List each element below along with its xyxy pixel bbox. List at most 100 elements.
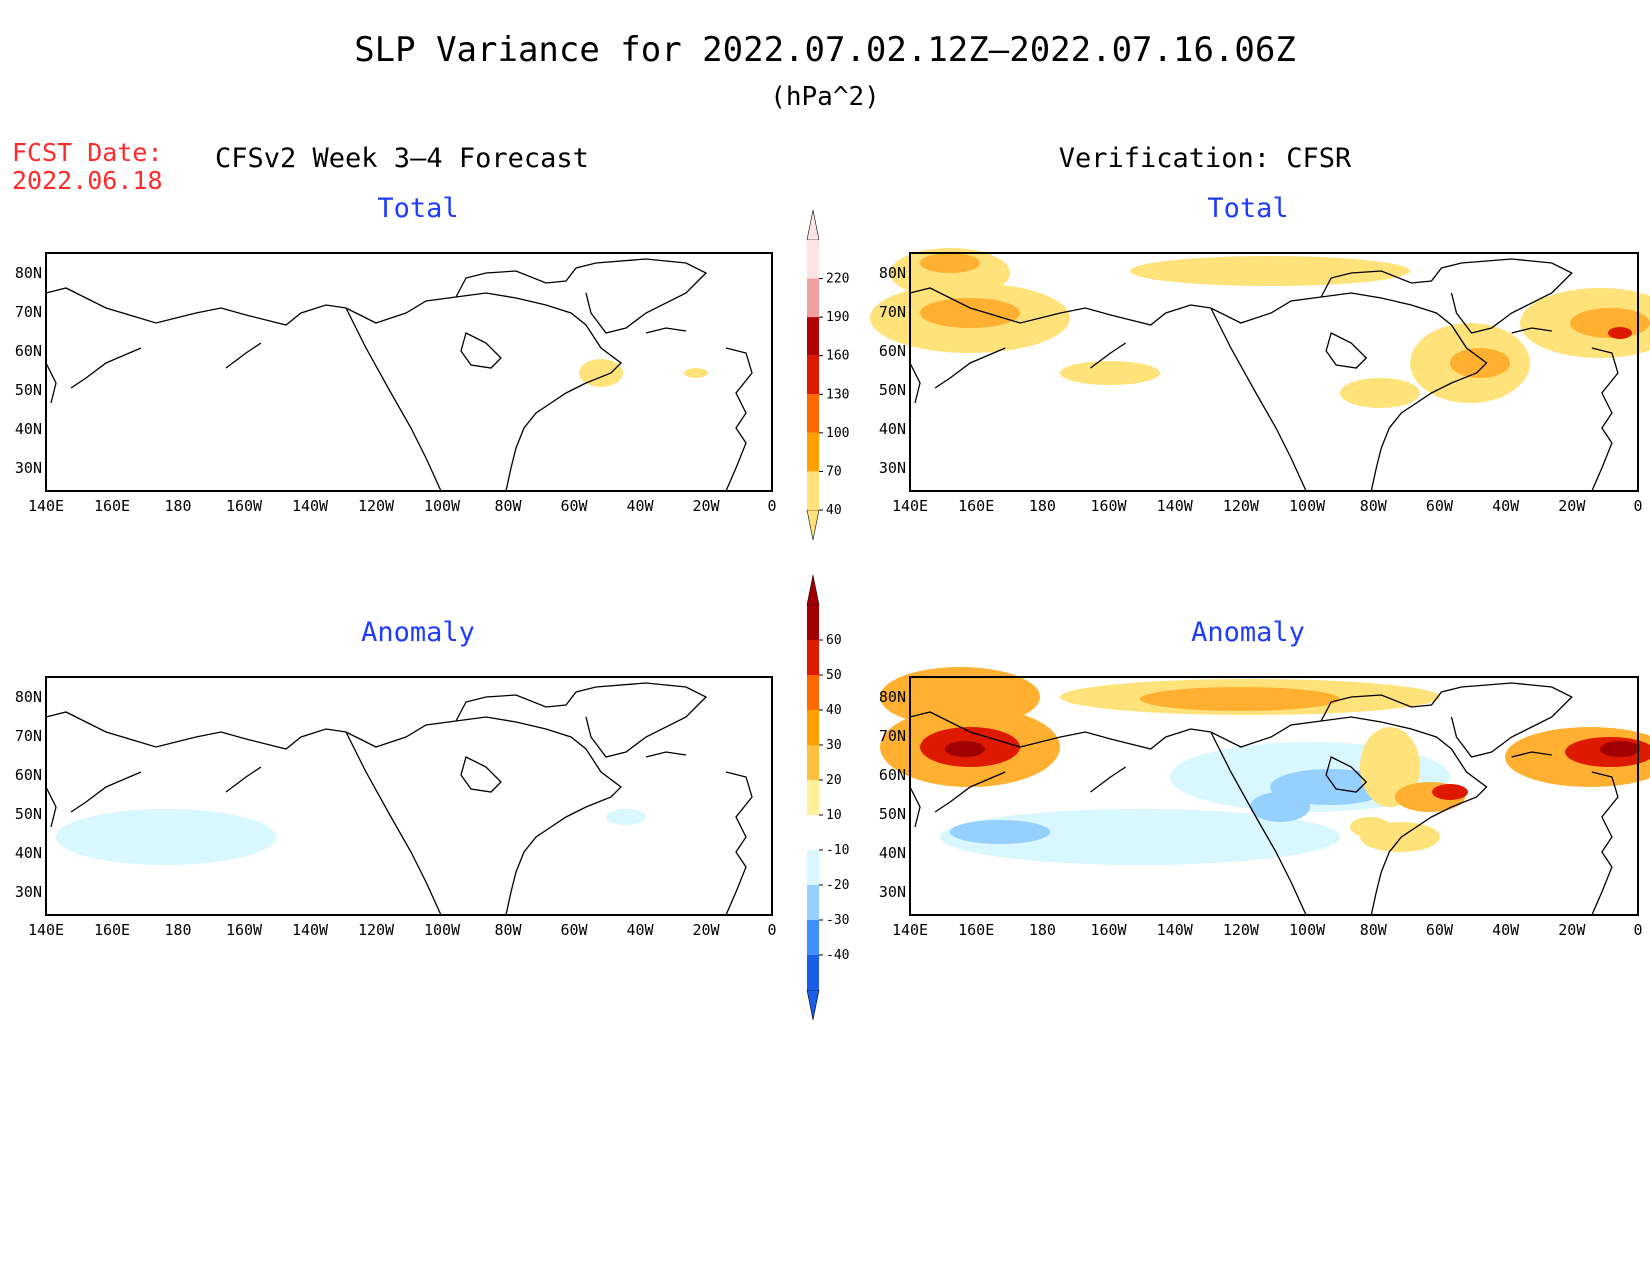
fcst-date-value: 2022.06.18 — [12, 166, 163, 195]
coastline — [1320, 682, 1573, 758]
map-frame — [45, 252, 773, 492]
forecast-header: CFSv2 Week 3–4 Forecast — [215, 143, 589, 174]
coastline — [225, 766, 262, 793]
lon-label: 140E — [27, 497, 65, 515]
lon-label: 100W — [1289, 921, 1326, 939]
lon-label: 0 — [1633, 497, 1643, 515]
lat-label: 80N — [14, 688, 42, 706]
lon-label: 120W — [357, 921, 395, 939]
lon-label: 40W — [626, 497, 654, 515]
panel-title-verification-total: Total — [1207, 193, 1289, 224]
lon-label: 160E — [93, 497, 131, 515]
contour-fill — [1608, 327, 1632, 339]
map-frame — [909, 676, 1639, 916]
lon-label: 160W — [1090, 497, 1127, 515]
map-frame — [909, 252, 1639, 492]
colorbar-swatch — [807, 710, 819, 745]
lat-label: 40N — [14, 420, 42, 438]
coastline — [909, 786, 921, 828]
lon-label: 60W — [560, 497, 588, 515]
colorbar-swatch — [807, 240, 819, 279]
lat-label: 70N — [878, 303, 906, 321]
lat-label: 30N — [878, 883, 906, 901]
colorbar-label: 100 — [826, 426, 849, 441]
coastline — [225, 342, 262, 369]
lon-label: 180 — [164, 497, 192, 515]
lon-label: 60W — [1425, 921, 1453, 939]
map-svg — [880, 667, 1650, 916]
coastline — [909, 711, 1488, 916]
colorbar-label: 20 — [826, 773, 842, 788]
lon-label: 160W — [225, 921, 263, 939]
lon-label: 20W — [692, 497, 720, 515]
lon-label: 180 — [164, 921, 192, 939]
coastline — [460, 756, 502, 793]
lon-label: 40W — [626, 921, 654, 939]
colorbar-swatch — [807, 355, 819, 395]
colorbar-label: 40 — [826, 503, 842, 518]
contour-fill — [950, 820, 1050, 844]
lon-label: 60W — [560, 921, 588, 939]
contour-fill — [56, 809, 276, 865]
lon-label: 80W — [494, 497, 522, 515]
lat-label: 70N — [878, 727, 906, 745]
colorbar-arrow-bottom — [806, 509, 820, 541]
colorbar-swatch — [807, 850, 819, 885]
contour-fill — [920, 253, 980, 273]
lon-label: 60W — [1425, 497, 1453, 515]
map-panel-forecast-anomaly — [45, 676, 773, 916]
colorbar-swatch — [807, 955, 819, 990]
coastline — [909, 287, 1488, 492]
coastline — [645, 327, 687, 334]
lat-label: 50N — [878, 805, 906, 823]
contour-fill — [1600, 741, 1640, 757]
coastline — [460, 332, 502, 369]
verification-header: Verification: CFSR — [1058, 143, 1352, 174]
lat-label: 70N — [14, 303, 42, 321]
lon-label: 120W — [1222, 921, 1259, 939]
panel-title-forecast-total: Total — [377, 193, 459, 224]
figure-title: SLP Variance for 2022.07.02.12Z–2022.07.… — [354, 30, 1296, 70]
lat-label: 70N — [14, 727, 42, 745]
contour-fill — [1432, 784, 1468, 800]
colorbar-arrow-top — [806, 574, 820, 606]
lon-label: 0 — [1633, 921, 1643, 939]
contour-fill — [1340, 378, 1420, 408]
coastline — [45, 362, 57, 404]
lon-label: 20W — [1558, 921, 1586, 939]
colorbar-swatch — [807, 640, 819, 675]
lon-label: 140W — [291, 497, 329, 515]
coastline — [1325, 332, 1368, 369]
lat-label: 30N — [878, 459, 906, 477]
lon-label: 80W — [494, 921, 522, 939]
lon-label: 0 — [767, 921, 777, 939]
colorbar-label: -30 — [826, 913, 849, 928]
coastline — [455, 682, 708, 758]
coastline — [1210, 307, 1307, 492]
coastline — [45, 711, 622, 916]
coastline — [345, 731, 442, 916]
coastline — [70, 771, 142, 813]
lat-label: 60N — [878, 766, 906, 784]
colorbar-label: 10 — [826, 808, 842, 823]
contour-fill — [1140, 687, 1340, 711]
lat-label: 60N — [14, 342, 42, 360]
colorbar-label: 220 — [826, 272, 849, 287]
coastline — [45, 287, 622, 492]
map-svg — [45, 676, 773, 916]
lon-label: 20W — [692, 921, 720, 939]
lat-label: 50N — [14, 805, 42, 823]
contour-fill — [606, 809, 646, 825]
colorbar-swatch — [807, 471, 819, 510]
coastline — [455, 258, 708, 334]
lat-label: 30N — [14, 459, 42, 477]
lon-label: 180 — [1028, 921, 1056, 939]
lat-label: 40N — [878, 844, 906, 862]
lon-label: 100W — [423, 921, 461, 939]
colorbar-svg: 60 50 40 30 20 10 -10 -20 -30 -40 — [806, 574, 849, 1021]
figure-units: (hPa^2) — [770, 82, 880, 112]
colorbar-swatch — [807, 394, 819, 433]
lon-label: 160E — [958, 921, 995, 939]
colorbar-anomaly: 60 50 40 30 20 10 -10 -20 -30 -40 — [800, 574, 870, 1021]
lat-label: 40N — [878, 420, 906, 438]
